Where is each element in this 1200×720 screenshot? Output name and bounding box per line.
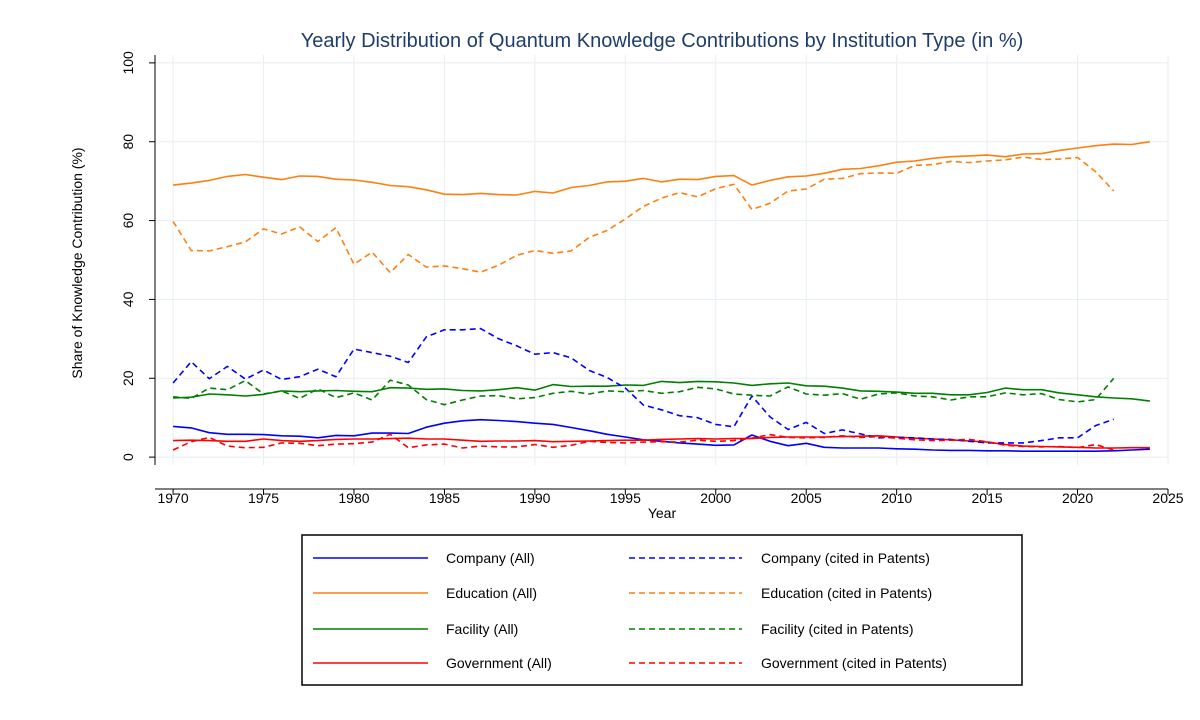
x-tick-label: 1990 <box>519 490 550 506</box>
legend-label: Company (cited in Patents) <box>761 550 930 566</box>
legend-label: Education (cited in Patents) <box>761 585 932 601</box>
legend-label: Education (All) <box>446 585 537 601</box>
x-tick-label: 2005 <box>791 490 822 506</box>
legend-box <box>301 534 1023 686</box>
y-tick-label: 0 <box>120 453 136 461</box>
y-tick-label: 100 <box>120 51 136 75</box>
x-tick-label: 1970 <box>158 490 189 506</box>
legend: Company (All) Education (All) Facility (Al… <box>301 534 1023 686</box>
x-tick-label: 1985 <box>429 490 460 506</box>
grid-layer <box>155 55 1169 465</box>
series-line-education-cited-in-patents <box>172 156 1115 274</box>
series-line-education-all <box>173 140 1151 196</box>
x-tick-label: 2020 <box>1062 490 1093 506</box>
x-tick-label: 2015 <box>972 490 1003 506</box>
series-line-company-cited-in-patents <box>172 327 1114 444</box>
series-line-facility-cited-in-patents <box>173 377 1115 406</box>
series-line-facility-all <box>173 380 1151 402</box>
series-line-government-all <box>173 434 1150 449</box>
y-tick-label: 60 <box>120 213 136 229</box>
legend-label: Facility (All) <box>446 621 518 637</box>
chart-title: Yearly Distribution of Quantum Knowledge… <box>301 30 1024 52</box>
y-axis-title: Share of Knowledge Contribution (%) <box>69 147 85 378</box>
x-tick-label: 2010 <box>881 490 912 506</box>
axis-layer: 1970 1975 1980 1985 1990 1995 2000 2005 2010 2015… <box>120 51 1184 506</box>
x-tick-label: 2025 <box>1152 490 1183 506</box>
legend-label: Government (All) <box>446 655 552 671</box>
y-tick-label: 80 <box>120 134 136 150</box>
x-tick-label: 1975 <box>248 490 279 506</box>
legend-label: Company (All) <box>446 550 535 566</box>
x-axis-title: Year <box>648 505 677 521</box>
y-tick-label: 20 <box>120 370 136 386</box>
series-line-government-cited-in-patents <box>172 433 1114 451</box>
x-tick-label: 1995 <box>610 490 641 506</box>
x-tick-label: 1980 <box>338 490 369 506</box>
legend-label: Government (cited in Patents) <box>761 655 947 671</box>
x-tick-label: 2000 <box>700 490 731 506</box>
y-tick-label: 40 <box>120 291 136 307</box>
series-layer <box>172 140 1151 453</box>
legend-label: Facility (cited in Patents) <box>761 621 914 637</box>
